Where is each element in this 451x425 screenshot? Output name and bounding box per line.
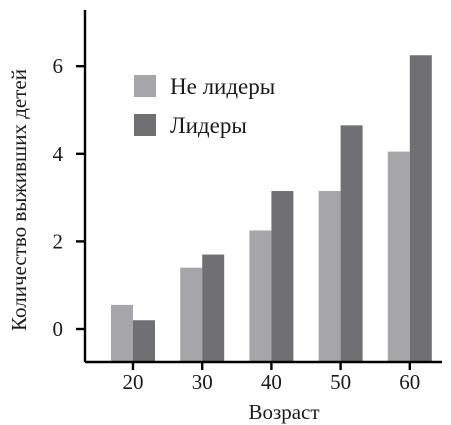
y-axis-label: Количество выживших детей — [7, 69, 31, 331]
bar-leaders-40 — [271, 191, 294, 362]
bar-non-leaders-40 — [249, 230, 272, 362]
x-axis-label: Возраст — [248, 400, 319, 424]
x-tick-label-20: 20 — [123, 370, 144, 394]
legend: Не лидеры Лидеры — [134, 74, 275, 138]
y-ticks: 0 2 4 6 — [53, 54, 85, 341]
x-tick-label-30: 30 — [192, 370, 213, 394]
legend-label-leaders: Лидеры — [170, 113, 247, 138]
bar-leaders-60 — [409, 55, 432, 362]
bar-leaders-30 — [202, 254, 225, 362]
legend-swatch-non-leaders — [134, 75, 156, 97]
y-tick-label-2: 2 — [53, 229, 64, 253]
bar-non-leaders-60 — [387, 151, 410, 362]
y-tick-label-4: 4 — [53, 142, 64, 166]
legend-swatch-leaders — [134, 114, 156, 136]
x-tick-label-40: 40 — [261, 370, 282, 394]
y-tick-label-6: 6 — [53, 54, 64, 78]
bar-non-leaders-20 — [111, 304, 133, 362]
bar-leaders-50 — [340, 125, 363, 362]
bar-leaders-20 — [133, 320, 155, 362]
x-ticks: 20 30 40 50 60 — [123, 362, 420, 394]
x-tick-label-50: 50 — [330, 370, 351, 394]
bar-non-leaders-30 — [180, 267, 203, 362]
bars-layer — [111, 55, 432, 362]
bar-non-leaders-50 — [318, 191, 341, 362]
x-tick-label-60: 60 — [399, 370, 420, 394]
legend-label-non-leaders: Не лидеры — [170, 74, 275, 99]
y-tick-label-0: 0 — [53, 317, 64, 341]
